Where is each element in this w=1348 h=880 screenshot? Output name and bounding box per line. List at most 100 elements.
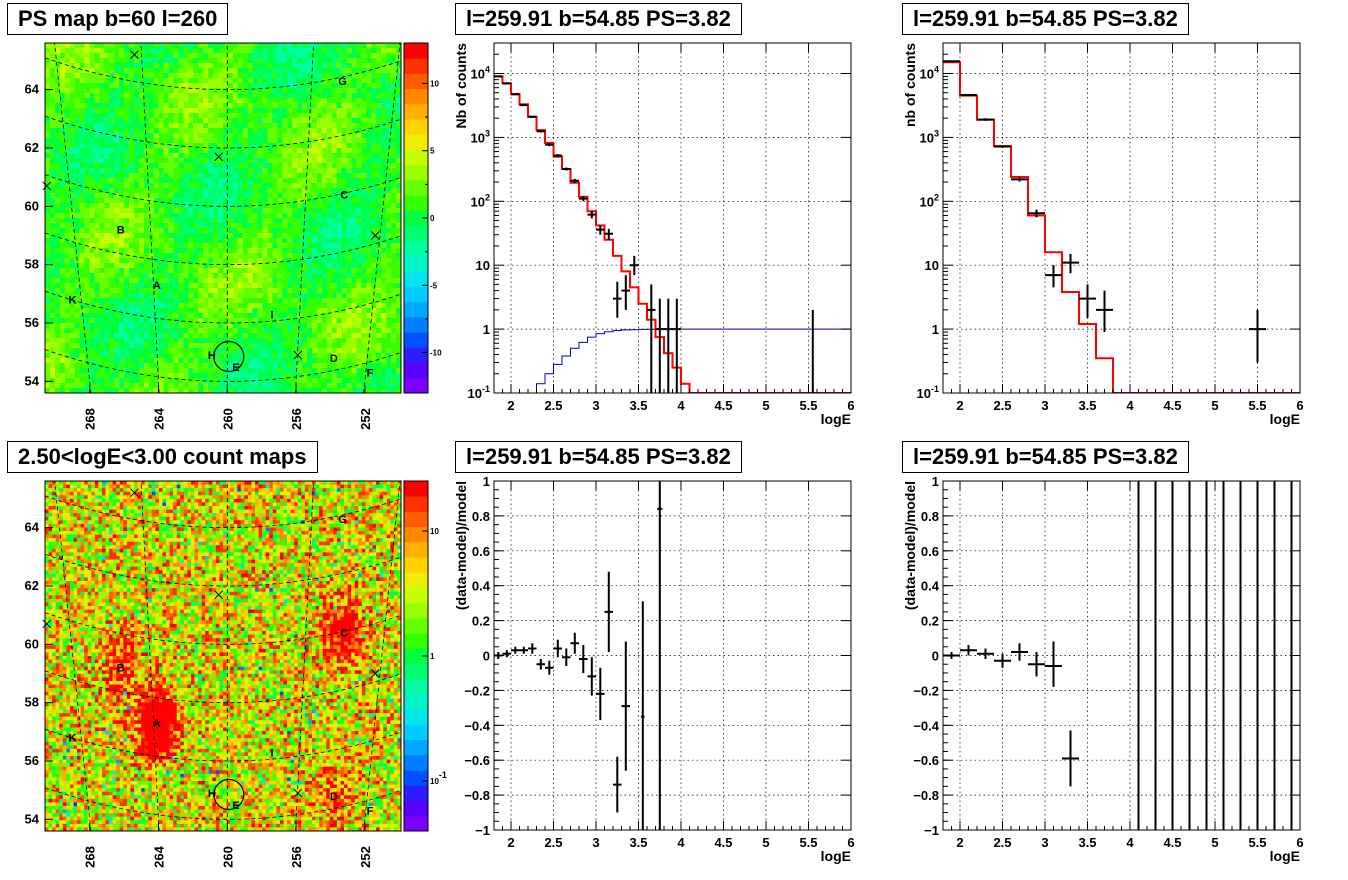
x-tick-label: 2 [507, 398, 514, 413]
y-tick-label: 0.6 [472, 544, 490, 559]
palette-swatch [404, 73, 428, 89]
grid [943, 43, 1300, 393]
y-axis-title: (data-model)/model [453, 481, 469, 610]
count-map-title: 2.50<logE<3.00 count maps [7, 441, 318, 473]
y-tick-label: −0.4 [464, 718, 490, 733]
palette-swatch [404, 664, 428, 680]
data-point [520, 104, 529, 106]
palette-swatch [404, 58, 428, 74]
y-tick-label: 103 [471, 128, 490, 145]
y-tick-label: 1 [932, 322, 939, 337]
data-point [588, 657, 597, 695]
x-tick-label: 3 [1041, 398, 1048, 413]
y-tick-label: −0.8 [913, 788, 939, 803]
palette-swatch [404, 165, 428, 181]
x-tick-label: 2.5 [993, 835, 1011, 850]
palette-swatch [404, 119, 428, 135]
data-point [1062, 254, 1079, 273]
palette-swatch [404, 180, 428, 196]
palette-swatch [404, 724, 428, 740]
data-point [503, 650, 512, 657]
palette-swatch [404, 618, 428, 634]
source-label: C [340, 628, 348, 640]
source-label: K [69, 295, 77, 307]
palette-swatch [404, 511, 428, 527]
lat-tick-label: 58 [25, 695, 39, 710]
data-point [528, 643, 537, 654]
x-tick-label: 4.5 [1163, 398, 1181, 413]
data-point [960, 645, 977, 656]
x-tick-label: 2 [507, 835, 514, 850]
palette-tick-label: -5 [430, 281, 438, 290]
lon-tick-label: 256 [289, 846, 304, 868]
palette-swatch [404, 43, 428, 59]
y-tick-label: −0.4 [913, 718, 939, 733]
palette-swatch [404, 557, 428, 573]
lon-tick-label: 256 [289, 408, 304, 430]
y-axis-title: Nb of counts [453, 43, 469, 129]
palette-tick-label: 1 [430, 652, 435, 661]
data-point [656, 299, 665, 393]
model-histogram [494, 76, 851, 393]
x-tick-label: 4.5 [714, 398, 732, 413]
x-axis-title: logE [1270, 411, 1300, 427]
palette-swatch [404, 195, 428, 211]
data-point [994, 654, 1011, 668]
y-tick-label: 102 [471, 192, 490, 209]
data-point [554, 640, 563, 657]
y-tick-label: 0 [483, 649, 490, 664]
source-label: F [367, 806, 374, 818]
data-point [571, 633, 580, 654]
source-label: C [340, 190, 348, 202]
spectrum2-title: l=259.91 b=54.85 PS=3.82 [902, 3, 1189, 35]
y-tick-label: 104 [920, 64, 939, 81]
x-tick-label: 3.5 [1078, 835, 1096, 850]
data-point [528, 116, 537, 118]
x-tick-label: 4 [1126, 398, 1134, 413]
data-point [630, 256, 639, 275]
palette-swatch [404, 542, 428, 558]
lon-tick-label: 260 [220, 408, 235, 430]
x-tick-label: 5.5 [1248, 398, 1266, 413]
x-tick-label: 2.5 [544, 835, 562, 850]
palette-swatch [404, 256, 428, 272]
palette-swatch [404, 801, 428, 817]
y-tick-label: −0.2 [913, 683, 939, 698]
palette-swatch [404, 694, 428, 710]
data-point [1079, 284, 1096, 317]
x-tick-label: 5 [1211, 398, 1218, 413]
y-tick-label: 10-1 [917, 384, 939, 401]
data-point [977, 649, 994, 660]
palette-swatch [404, 740, 428, 756]
lat-tick-label: 56 [25, 753, 39, 768]
source-label: G [338, 514, 347, 526]
lat-tick-label: 54 [25, 373, 40, 388]
data-point [520, 647, 529, 654]
palette-swatch [404, 134, 428, 150]
lon-tick-label: 264 [152, 845, 167, 867]
data-point [1249, 310, 1266, 363]
data-point [664, 299, 673, 393]
palette-swatch [404, 709, 428, 725]
palette-tick-label: -10 [430, 349, 442, 358]
data-point [588, 211, 597, 218]
data-point [1062, 731, 1079, 787]
data-point [537, 659, 546, 670]
palette-swatch [404, 785, 428, 801]
data-point [1096, 291, 1113, 332]
y-tick-label: 0.6 [921, 544, 939, 559]
x-tick-label: 4 [677, 398, 685, 413]
palette-swatch [404, 317, 428, 333]
x-tick-label: 2.5 [993, 398, 1011, 413]
y-tick-label: 10 [925, 258, 939, 273]
lat-tick-label: 56 [25, 315, 39, 330]
grid [494, 43, 851, 393]
y-axis-title: nb of counts [902, 43, 918, 127]
grid [494, 481, 851, 830]
data-point [812, 310, 814, 393]
palette-swatch [404, 496, 428, 512]
